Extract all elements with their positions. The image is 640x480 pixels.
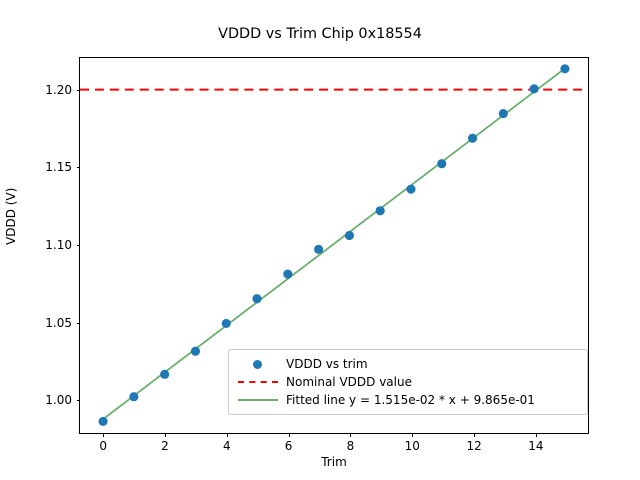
data-point	[344, 230, 354, 241]
data-point	[129, 392, 139, 402]
y-tick-mark	[76, 244, 80, 246]
legend-item-fit: Fitted line y = 1.515e-02 * x + 9.865e-0…	[236, 391, 580, 409]
y-tick-mark	[76, 89, 80, 91]
x-tick-mark	[165, 433, 166, 437]
x-tick-mark	[288, 433, 290, 437]
x-tick-label: 2	[161, 439, 169, 453]
x-tick-mark	[535, 433, 537, 437]
y-axis-label: VDDD (V)	[4, 187, 18, 245]
legend-key-fit	[236, 391, 280, 409]
data-point	[498, 108, 508, 119]
legend-label-fit: Fitted line y = 1.515e-02 * x + 9.865e-0…	[286, 393, 535, 407]
legend-label-scatter: VDDD vs trim	[286, 357, 368, 371]
y-tick-label: 1.15	[45, 160, 72, 175]
legend-item-scatter: VDDD vs trim	[236, 355, 580, 373]
chart-legend: VDDD vs trim Nominal VDDD value Fitted l…	[228, 349, 588, 415]
data-point	[283, 269, 293, 279]
data-point	[375, 206, 385, 216]
data-point	[467, 133, 478, 143]
x-tick-mark	[412, 433, 414, 437]
fitted-line	[102, 67, 566, 420]
data-point	[314, 244, 324, 254]
data-point	[406, 184, 416, 194]
data-point	[221, 318, 231, 329]
dashed-line-icon	[238, 381, 278, 383]
x-tick-mark	[350, 433, 352, 437]
data-point	[98, 416, 108, 427]
data-point	[560, 64, 570, 74]
legend-label-nominal: Nominal VDDD value	[286, 375, 412, 389]
x-tick-label: 0	[99, 439, 107, 453]
legend-item-nominal: Nominal VDDD value	[236, 373, 580, 391]
data-point	[437, 159, 447, 169]
data-point	[160, 369, 170, 379]
scatter-marker-icon	[253, 359, 262, 369]
plot-canvas	[80, 64, 588, 427]
x-axis-label: Trim	[321, 455, 347, 469]
chart-title: VDDD vs Trim Chip 0x18554	[218, 26, 422, 42]
y-tick-mark	[76, 322, 80, 324]
y-tick-mark	[76, 167, 80, 169]
x-tick-label: 10	[404, 439, 420, 453]
scatter-series	[98, 64, 570, 427]
x-tick-label: 6	[284, 439, 293, 453]
x-tick-mark	[474, 433, 476, 437]
data-point	[190, 346, 201, 356]
y-tick-label: 1.20	[45, 82, 72, 97]
y-tick-label: 1.00	[45, 393, 72, 408]
data-point	[529, 84, 539, 94]
y-tick-label: 1.05	[45, 315, 72, 330]
x-tick-label: 14	[528, 439, 544, 453]
x-tick-mark	[226, 433, 228, 437]
y-tick-mark	[76, 400, 80, 402]
legend-key-scatter	[236, 355, 280, 373]
data-point	[252, 294, 262, 304]
x-tick-label: 8	[346, 439, 355, 453]
x-tick-mark	[103, 433, 105, 437]
x-tick-label: 4	[222, 439, 231, 453]
plot-inner	[80, 58, 588, 433]
x-tick-label: 12	[466, 439, 482, 453]
y-tick-label: 1.10	[45, 237, 72, 252]
legend-key-nominal	[236, 373, 280, 391]
solid-line-icon	[238, 399, 278, 401]
